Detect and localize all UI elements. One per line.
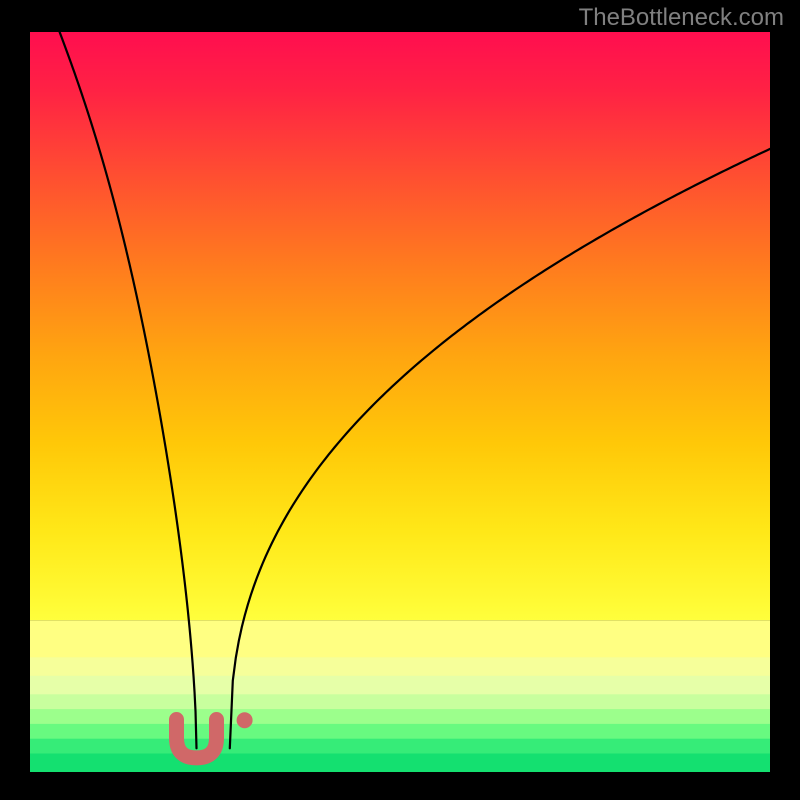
gradient-band-7 [30,754,770,773]
gradient-band-3 [30,694,770,709]
plot-area [30,32,770,772]
gradient-band-6 [30,739,770,754]
gradient-band-1 [30,657,770,676]
gradient-band-4 [30,709,770,724]
plot-svg [30,32,770,772]
gradient-band-5 [30,724,770,739]
chart-stage: TheBottleneck.com [0,0,800,800]
gradient-band-0 [30,620,770,658]
gradient-band-2 [30,676,770,695]
valley-dot-mark [237,712,253,728]
gradient-upper [30,32,770,620]
watermark-text: TheBottleneck.com [579,4,784,32]
